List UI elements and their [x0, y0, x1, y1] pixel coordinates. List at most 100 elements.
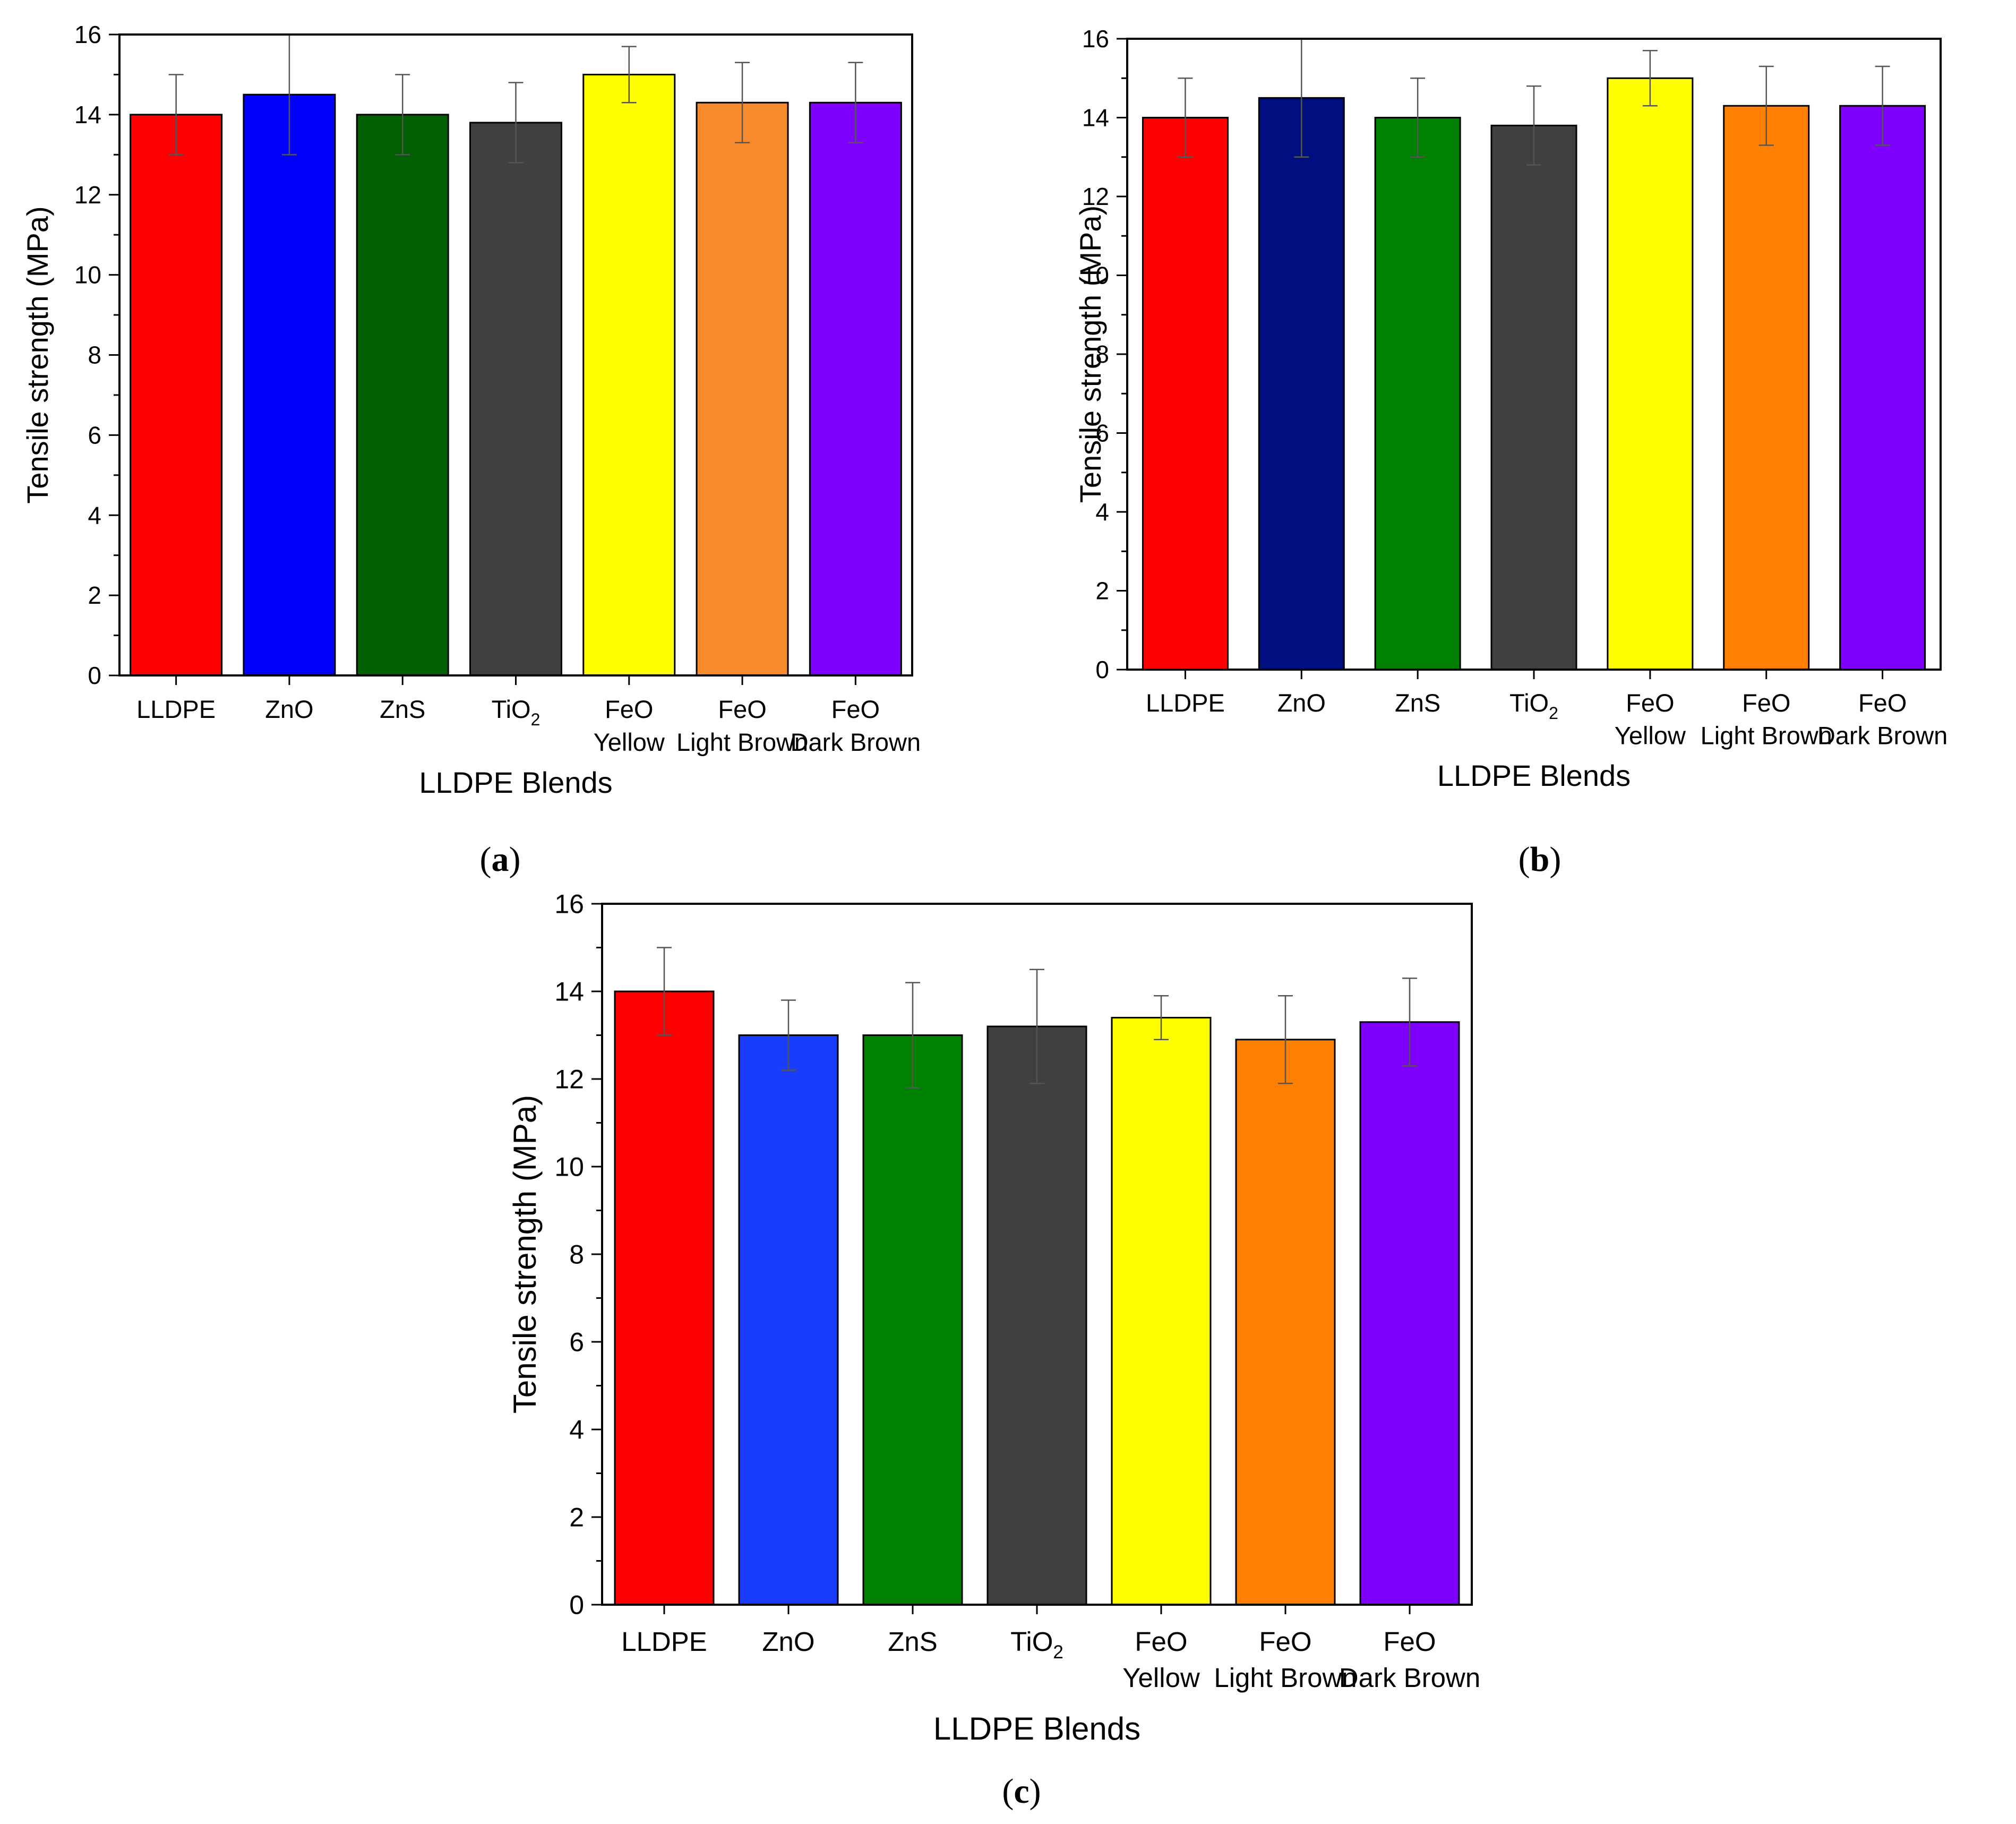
y-tick-label-c: 10: [554, 1152, 584, 1182]
y-tick-label-c: 12: [554, 1065, 584, 1094]
x-tick-label-b-0: LLDPE: [1146, 689, 1225, 717]
y-tick-label-c: 6: [569, 1328, 584, 1357]
x-tick-label-c-0: LLDPE: [621, 1626, 707, 1657]
y-tick-label-b: 2: [1095, 577, 1109, 605]
x-tick-label-text: FeO: [1135, 1626, 1187, 1657]
error-bar-b-5: [1758, 65, 1774, 146]
bar-b-0: [1142, 117, 1229, 671]
x-tick-label-a-1: ZnO: [265, 695, 313, 723]
x-tick-label-b-2: ZnS: [1395, 689, 1440, 717]
y-tick-label-b: 10: [1082, 262, 1109, 289]
x-axis-title-b: LLDPE Blends: [1437, 759, 1631, 792]
x-tick-label-text: ZnS: [1395, 689, 1440, 717]
x-tick-label-line2-b-5: Light Brown: [1701, 722, 1832, 750]
y-tick-label-c: 16: [554, 889, 584, 919]
x-tick-label-line2-b-6: Dark Brown: [1817, 722, 1948, 750]
y-tick-label-c: 14: [554, 977, 584, 1007]
y-tick-label-c: 8: [569, 1240, 584, 1270]
x-tick-label-subscript: 2: [531, 710, 541, 729]
x-tick-label-text: LLDPE: [621, 1626, 707, 1657]
error-bar-a-2: [395, 74, 410, 156]
bar-c-1: [738, 1034, 839, 1606]
bar-c-3: [986, 1025, 1087, 1606]
bar-b-6: [1839, 105, 1926, 671]
x-tick-label-b-1: ZnO: [1277, 689, 1326, 717]
y-ticks-b: [1117, 38, 1127, 671]
error-bar-b-6: [1875, 65, 1890, 146]
bar-c-4: [1111, 1017, 1212, 1606]
x-tick-label-text: FeO: [605, 695, 653, 723]
y-tick-label-a: 6: [88, 421, 101, 449]
y-tick-label-b: 6: [1095, 419, 1109, 447]
y-tick-label-b: 8: [1095, 340, 1109, 368]
error-bar-c-3: [1030, 969, 1044, 1084]
bar-b-2: [1374, 117, 1461, 671]
bar-a-1: [243, 93, 336, 676]
error-bar-c-5: [1278, 995, 1293, 1084]
bar-a-3: [469, 122, 562, 676]
x-tick-label-a-3: TiO2: [492, 695, 541, 729]
panel-label-letter: a: [492, 840, 509, 879]
y-tick-label-c: 4: [569, 1415, 584, 1445]
y-tick-label-a: 12: [74, 181, 101, 209]
y-ticks-c: [591, 903, 602, 1606]
y-tick-label-c: 0: [569, 1590, 584, 1620]
x-tick-label-text: ZnO: [762, 1626, 814, 1657]
panel-label-close: ): [1030, 1772, 1041, 1811]
y-tick-label-b: 4: [1095, 498, 1109, 526]
bar-a-0: [130, 114, 223, 676]
x-tick-label-line2-c-6: Dark Brown: [1339, 1663, 1480, 1693]
x-tick-label-c-1: ZnO: [762, 1626, 814, 1657]
panel-label-open: (: [1519, 840, 1530, 879]
y-tick-label-a: 8: [88, 341, 101, 369]
bar-a-4: [582, 73, 676, 676]
bar-b-5: [1723, 105, 1810, 671]
error-bar-c-2: [905, 982, 920, 1089]
bar-a-5: [696, 101, 789, 676]
y-tick-label-a: 4: [88, 501, 101, 529]
bar-c-5: [1235, 1039, 1336, 1606]
x-tick-label-text: ZnO: [265, 695, 313, 723]
x-tick-label-text: TiO: [492, 695, 531, 723]
error-bar-c-1: [781, 999, 796, 1071]
panel-label-letter: b: [1530, 840, 1550, 879]
x-tick-label-c-3: TiO2: [1010, 1626, 1063, 1663]
error-bar-b-2: [1410, 78, 1426, 158]
bar-b-4: [1607, 77, 1694, 671]
error-bar-c-4: [1154, 995, 1169, 1040]
error-bar-b-0: [1178, 78, 1193, 158]
bar-c-6: [1359, 1021, 1460, 1606]
x-tick-label-text: FeO: [1626, 689, 1674, 717]
error-bar-c-0: [657, 947, 672, 1036]
y-ticks-a: [109, 33, 119, 676]
x-tick-label-text: FeO: [1259, 1626, 1311, 1657]
error-bar-b-3: [1526, 85, 1541, 166]
y-tick-label-a: 16: [74, 21, 101, 48]
x-tick-label-a-2: ZnS: [380, 695, 425, 723]
y-tick-label-a: 0: [88, 662, 101, 689]
y-tick-label-b: 16: [1082, 25, 1109, 53]
y-axis-title-b: Tensile strength (MPa): [1074, 205, 1107, 503]
x-tick-label-a-6: FeO: [831, 695, 880, 723]
bar-b-1: [1258, 97, 1345, 671]
x-tick-label-text: LLDPE: [136, 695, 216, 723]
x-tick-label-a-0: LLDPE: [136, 695, 216, 723]
x-tick-label-subscript: 2: [1549, 704, 1558, 723]
y-axis-title-c: Tensile strength (MPa): [507, 1095, 543, 1414]
error-bar-a-5: [735, 62, 750, 143]
x-tick-label-b-5: FeO: [1742, 689, 1790, 717]
panel-label-open: (: [480, 840, 492, 879]
x-tick-label-text: FeO: [1742, 689, 1790, 717]
x-tick-label-line2-b-4: Yellow: [1615, 722, 1686, 750]
error-bar-c-6: [1402, 978, 1417, 1067]
y-tick-label-b: 12: [1082, 183, 1109, 210]
x-tick-label-c-6: FeO: [1383, 1626, 1436, 1657]
x-tick-label-text: ZnS: [888, 1626, 938, 1657]
panel-label-close: ): [1549, 840, 1561, 879]
error-bar-a-4: [621, 46, 637, 104]
x-tick-label-b-4: FeO: [1626, 689, 1674, 717]
x-tick-label-text: TiO: [1509, 689, 1549, 717]
